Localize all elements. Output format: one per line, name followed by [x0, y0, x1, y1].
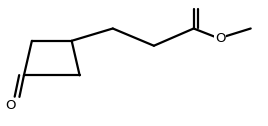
- Text: O: O: [215, 33, 225, 45]
- Text: O: O: [5, 99, 16, 112]
